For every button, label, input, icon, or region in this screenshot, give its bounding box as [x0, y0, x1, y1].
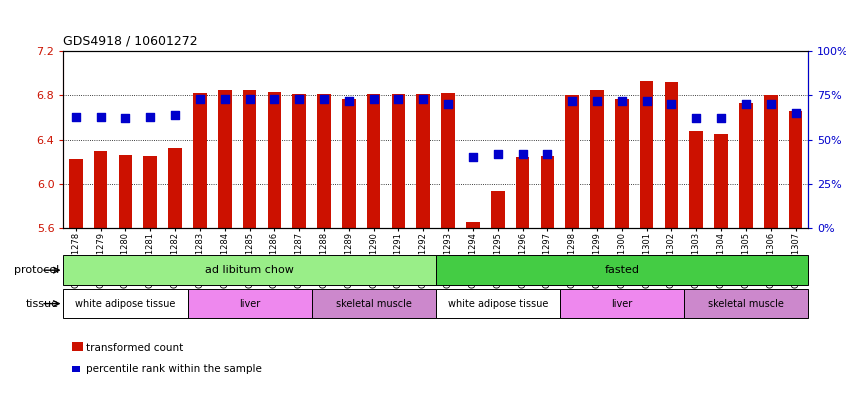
Bar — [63, 255, 436, 285]
Point — [615, 97, 629, 104]
Bar — [714, 134, 728, 228]
Point — [218, 95, 232, 102]
Point — [293, 95, 306, 102]
Bar — [218, 90, 232, 228]
Bar — [63, 289, 188, 318]
Bar — [342, 99, 355, 228]
Text: white adipose tissue: white adipose tissue — [75, 299, 176, 309]
Bar — [188, 289, 311, 318]
Bar — [739, 103, 753, 228]
Text: protocol: protocol — [14, 265, 59, 275]
Point — [193, 95, 206, 102]
Point — [367, 95, 381, 102]
Bar — [118, 155, 132, 228]
Text: liver: liver — [239, 299, 261, 309]
Point — [416, 95, 430, 102]
Text: skeletal muscle: skeletal muscle — [336, 299, 412, 309]
Point — [94, 113, 107, 119]
Bar — [144, 156, 157, 228]
Point — [342, 97, 355, 104]
Point — [541, 151, 554, 157]
Bar — [665, 82, 678, 228]
Bar — [436, 289, 560, 318]
Bar — [168, 148, 182, 228]
Point — [442, 101, 455, 107]
Point — [591, 97, 604, 104]
Bar — [541, 156, 554, 228]
Point — [640, 97, 653, 104]
Bar — [491, 191, 504, 228]
Bar — [764, 95, 777, 228]
Point — [243, 95, 256, 102]
Bar — [293, 94, 306, 228]
Point — [144, 113, 157, 119]
Text: white adipose tissue: white adipose tissue — [448, 299, 548, 309]
Bar — [193, 93, 206, 228]
Point — [665, 101, 678, 107]
Bar — [788, 111, 802, 228]
Point — [466, 154, 480, 160]
Point — [392, 95, 405, 102]
Bar — [267, 92, 281, 228]
Bar — [591, 90, 604, 228]
Point — [69, 113, 83, 119]
Bar — [640, 81, 653, 228]
Bar — [317, 94, 331, 228]
Point — [689, 115, 703, 121]
Bar — [416, 94, 430, 228]
Bar — [392, 94, 405, 228]
Text: transformed count: transformed count — [86, 343, 184, 353]
Bar — [516, 157, 530, 228]
Bar — [466, 222, 480, 228]
Point — [168, 112, 182, 118]
Bar — [565, 95, 579, 228]
Point — [267, 95, 281, 102]
Bar — [243, 90, 256, 228]
Bar — [689, 130, 703, 228]
Point — [764, 101, 777, 107]
Text: liver: liver — [611, 299, 633, 309]
Bar — [442, 93, 455, 228]
Text: fasted: fasted — [604, 265, 640, 275]
Point — [491, 151, 504, 157]
Text: GDS4918 / 10601272: GDS4918 / 10601272 — [63, 34, 198, 47]
Point — [788, 110, 802, 116]
Bar — [367, 94, 381, 228]
Text: tissue: tissue — [26, 299, 59, 309]
Bar — [69, 160, 83, 228]
Point — [516, 151, 530, 157]
Point — [714, 115, 728, 121]
Bar — [94, 151, 107, 228]
Bar — [436, 255, 808, 285]
Text: percentile rank within the sample: percentile rank within the sample — [86, 364, 262, 375]
Bar — [684, 289, 808, 318]
Bar — [560, 289, 684, 318]
Text: skeletal muscle: skeletal muscle — [708, 299, 784, 309]
Bar — [615, 99, 629, 228]
Point — [565, 97, 579, 104]
Point — [317, 95, 331, 102]
Bar — [311, 289, 436, 318]
Point — [739, 101, 753, 107]
Point — [118, 115, 132, 121]
Text: ad libitum chow: ad libitum chow — [205, 265, 294, 275]
